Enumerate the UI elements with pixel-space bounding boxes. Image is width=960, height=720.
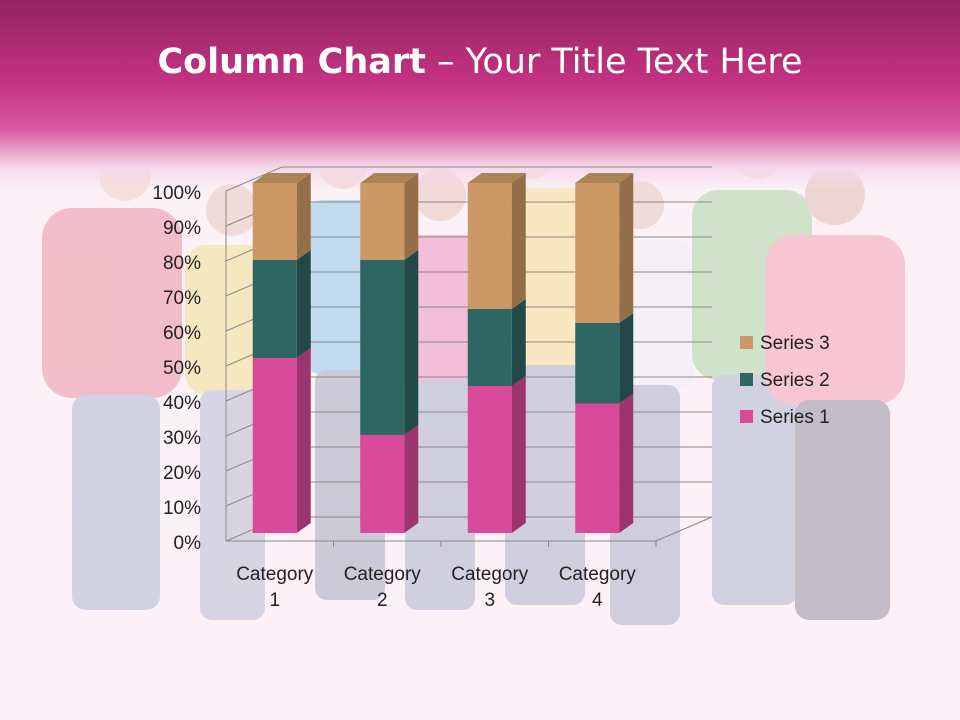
bar-series-2 bbox=[575, 323, 620, 404]
gridline-side bbox=[225, 166, 283, 192]
header-band bbox=[0, 0, 960, 190]
bar-series-2 bbox=[360, 260, 405, 435]
x-tick-label: 3 bbox=[484, 590, 495, 611]
bar-side bbox=[619, 173, 634, 323]
bar-side bbox=[404, 173, 419, 260]
y-tick-label: 60% bbox=[163, 323, 201, 344]
bar-side bbox=[511, 173, 526, 309]
y-tick-label: 80% bbox=[163, 253, 201, 274]
bar-series-1 bbox=[360, 435, 405, 533]
y-tick-label: 100% bbox=[152, 183, 201, 204]
y-tick-label: 70% bbox=[163, 288, 201, 309]
x-tick-label: 4 bbox=[592, 590, 603, 611]
bar-top bbox=[575, 173, 634, 183]
bar-side bbox=[296, 348, 311, 533]
legend-swatch bbox=[740, 336, 753, 349]
legend-swatch bbox=[740, 410, 753, 423]
floor-edge bbox=[655, 516, 713, 542]
bar-series-3 bbox=[252, 183, 297, 260]
bar-side bbox=[619, 393, 634, 533]
slide-title: Column Chart – Your Title Text Here bbox=[0, 42, 960, 82]
legend-label: Series 1 bbox=[760, 407, 830, 428]
bar-side bbox=[404, 250, 419, 435]
bar-series-2 bbox=[467, 309, 512, 386]
bar-side bbox=[296, 173, 311, 260]
y-tick-label: 0% bbox=[174, 533, 202, 554]
y-tick-label: 20% bbox=[163, 463, 201, 484]
bar-series-1 bbox=[575, 403, 620, 533]
legend-swatch bbox=[740, 373, 753, 386]
bar-series-3 bbox=[467, 183, 512, 309]
x-tick-label: Category bbox=[451, 564, 529, 585]
bar-series-2 bbox=[252, 260, 297, 358]
bar-side bbox=[511, 299, 526, 386]
x-tick-label: Category bbox=[344, 564, 422, 585]
x-tick-label: 2 bbox=[377, 590, 388, 611]
bar-series-3 bbox=[575, 183, 620, 323]
y-tick-label: 40% bbox=[163, 393, 201, 414]
bar-series-1 bbox=[252, 358, 297, 533]
bar-top bbox=[252, 173, 311, 183]
legend-label: Series 2 bbox=[760, 370, 830, 391]
bar-side bbox=[404, 425, 419, 533]
x-tick-label: 1 bbox=[269, 590, 280, 611]
bar-side bbox=[511, 376, 526, 533]
y-tick-label: 30% bbox=[163, 428, 201, 449]
bar-side bbox=[296, 250, 311, 358]
bar-side bbox=[619, 313, 634, 404]
bar-series-3 bbox=[360, 183, 405, 260]
y-tick-label: 10% bbox=[163, 498, 201, 519]
bar-top bbox=[360, 173, 419, 183]
title-bold: Column Chart bbox=[157, 42, 426, 82]
x-tick-label: Category bbox=[559, 564, 637, 585]
bar-series-1 bbox=[467, 386, 512, 533]
bar-top bbox=[467, 173, 526, 183]
legend-label: Series 3 bbox=[760, 333, 830, 354]
y-tick-label: 50% bbox=[163, 358, 201, 379]
x-tick-label: Category bbox=[236, 564, 314, 585]
y-tick-label: 90% bbox=[163, 218, 201, 239]
title-rest: – Your Title Text Here bbox=[425, 42, 803, 82]
